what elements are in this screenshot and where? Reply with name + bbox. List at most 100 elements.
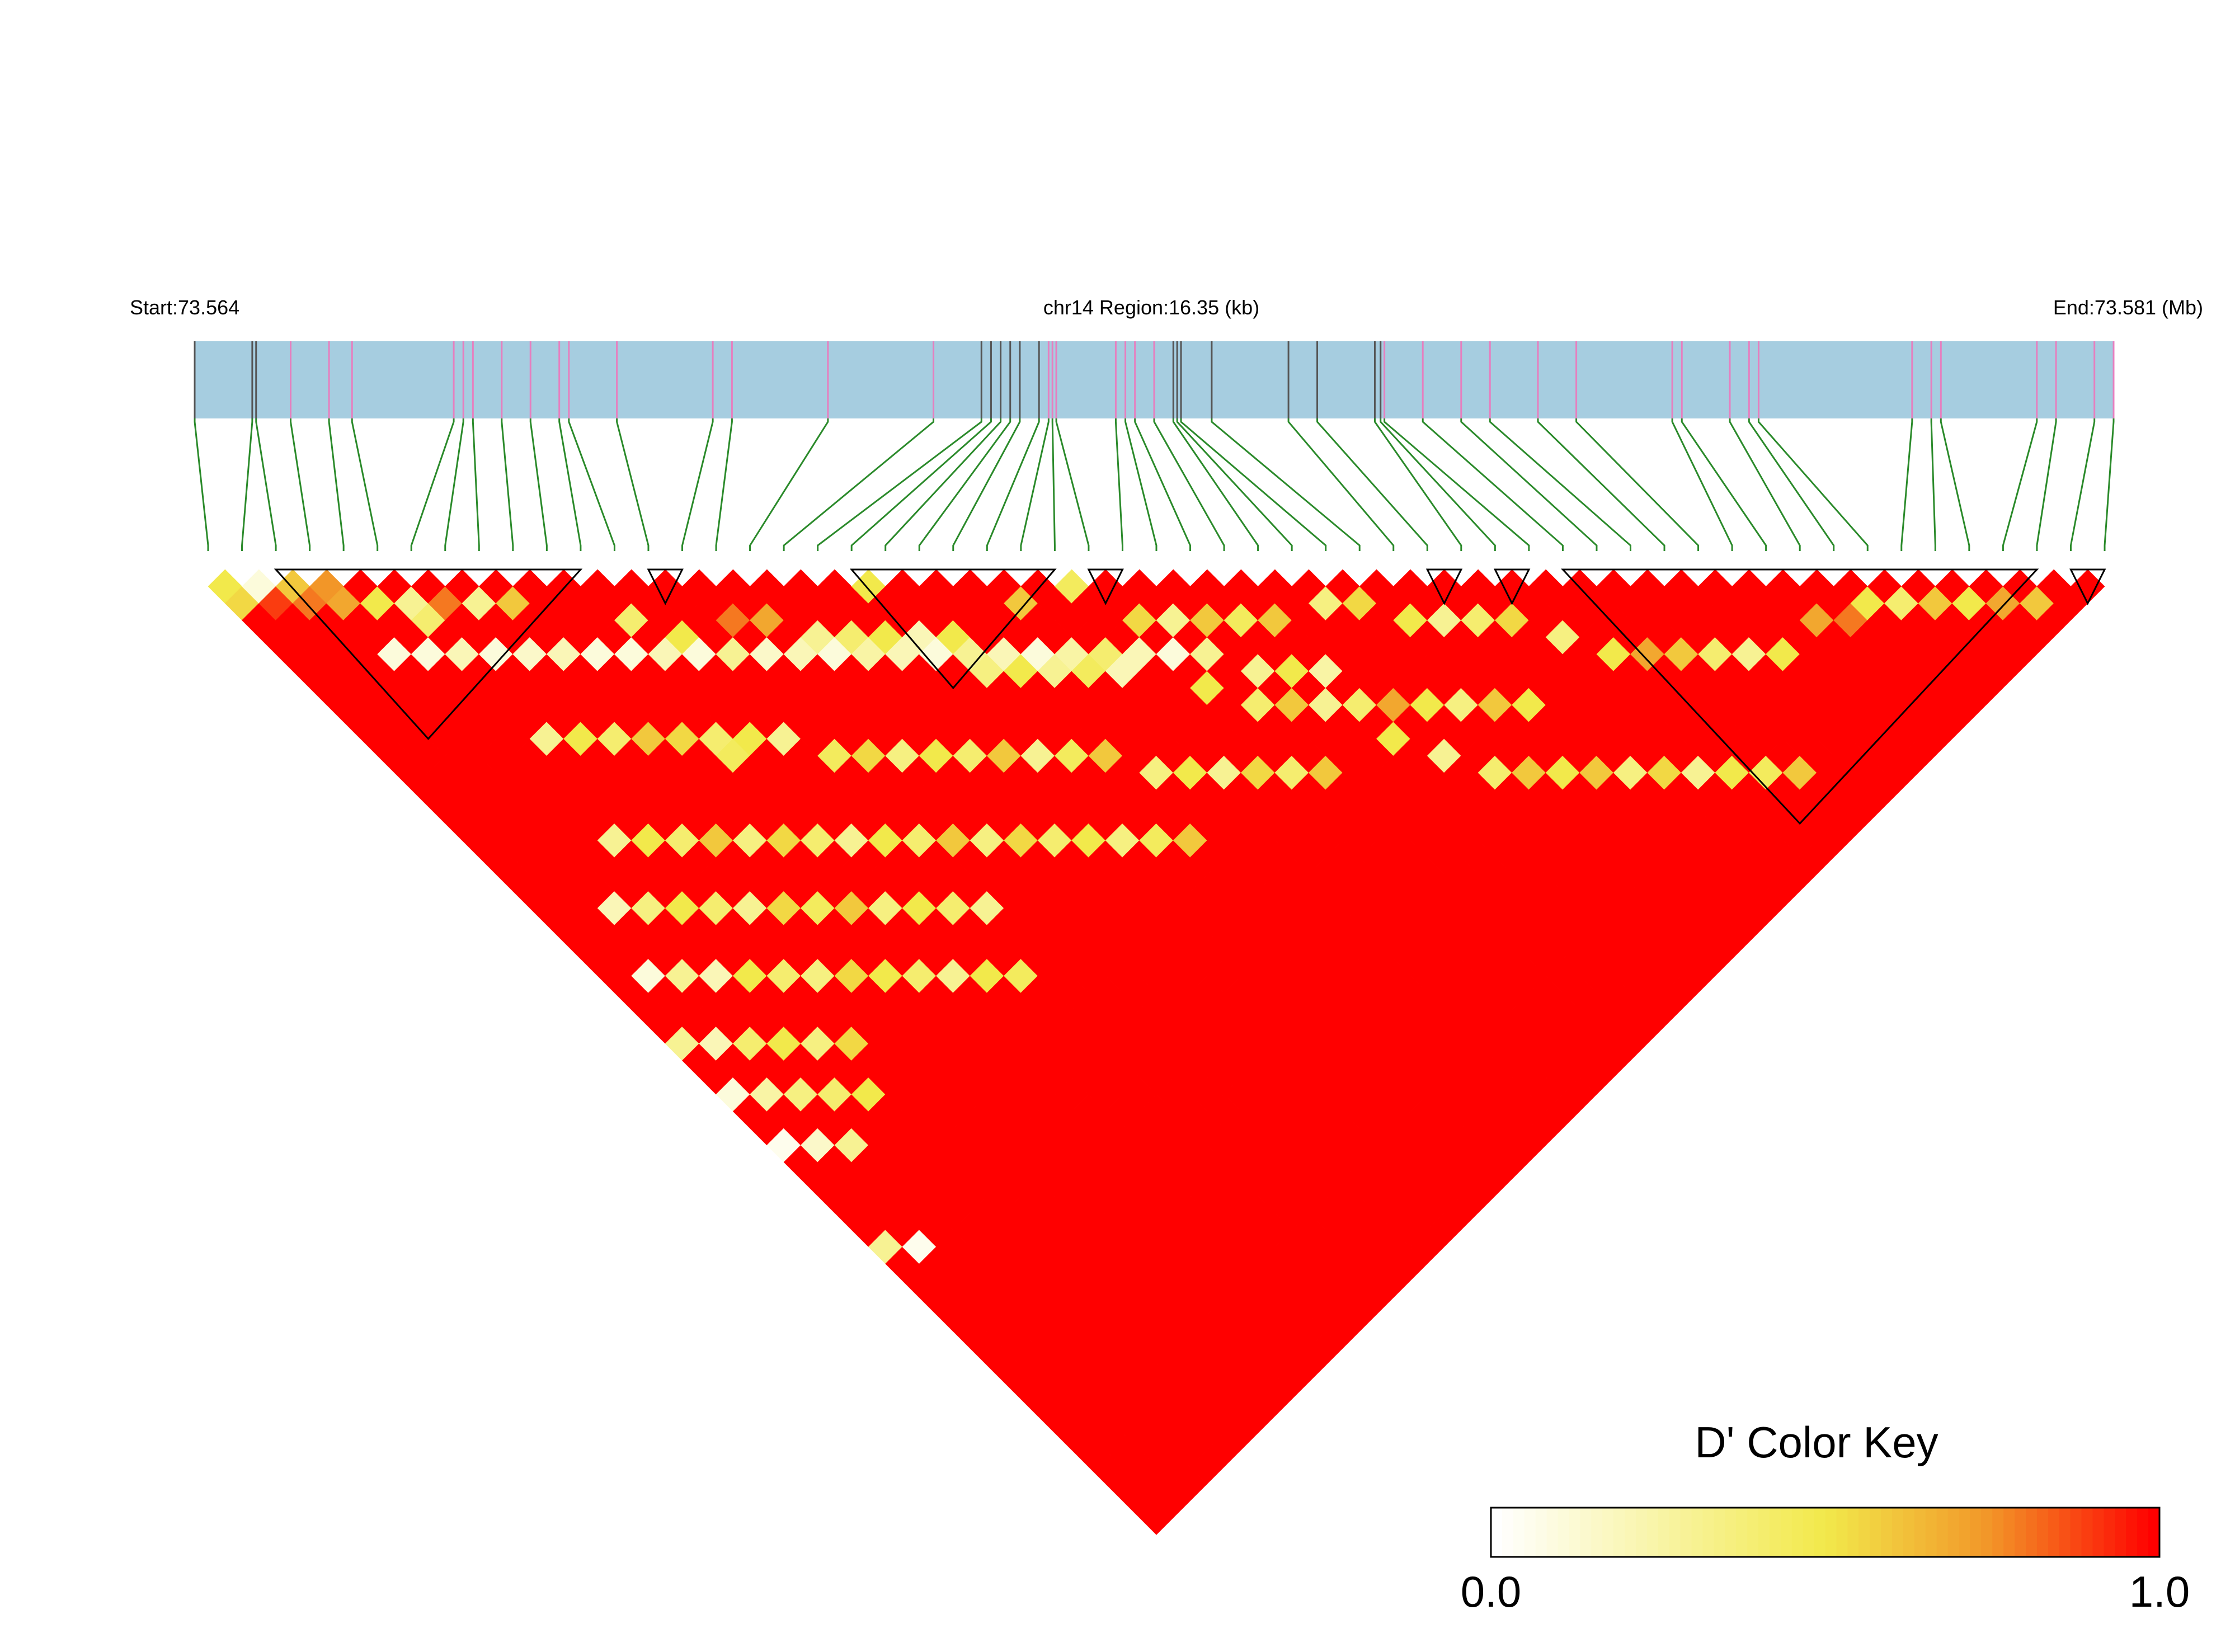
snp-connector-line bbox=[1729, 418, 1801, 551]
snp-connector-line bbox=[1748, 418, 1835, 551]
legend-ramp-segment bbox=[1981, 1508, 1993, 1557]
snp-connector-line bbox=[1681, 418, 1767, 551]
snp-connector-line bbox=[1153, 418, 1225, 551]
snp-connector-line bbox=[918, 418, 1011, 551]
legend-ramp-segment bbox=[1914, 1508, 1926, 1557]
legend-ramp-segment bbox=[2003, 1508, 2016, 1557]
snp-connector-line bbox=[351, 418, 379, 551]
snp-connector-line bbox=[1211, 418, 1361, 551]
legend-ramp-segment bbox=[1947, 1508, 1960, 1557]
legend-ramp-segment bbox=[2036, 1508, 2049, 1557]
legend-ramp-segment bbox=[2092, 1508, 2105, 1557]
snp-connector-line bbox=[1114, 418, 1123, 551]
legend-ramp-segment bbox=[1513, 1508, 1525, 1557]
snp-connector-line bbox=[1020, 418, 1050, 551]
legend-ramp-segment bbox=[1758, 1508, 1770, 1557]
legend-ramp-segment bbox=[1992, 1508, 2005, 1557]
snp-connector-line bbox=[817, 418, 982, 551]
legend-ramp-segment bbox=[1769, 1508, 1781, 1557]
snp-connector-line bbox=[1671, 418, 1733, 551]
legend-ramp-segment bbox=[1870, 1508, 1882, 1557]
snp-connector-line bbox=[1124, 418, 1158, 551]
haplotype-block-outline bbox=[1560, 568, 2039, 825]
legend-ramp-segment bbox=[1736, 1508, 1748, 1557]
snp-connector-line bbox=[1055, 418, 1090, 551]
snp-connector-line bbox=[568, 418, 615, 551]
legend-ramp-segment bbox=[1602, 1508, 1615, 1557]
legend-ramp-segment bbox=[1959, 1508, 1971, 1557]
legend-ramp-segment bbox=[2026, 1508, 2038, 1557]
snp-connector-line bbox=[783, 418, 935, 551]
legend-ramp-segment bbox=[1524, 1508, 1536, 1557]
legend-ramp-segment bbox=[2059, 1508, 2071, 1557]
haplotype-block-outline bbox=[1087, 568, 1124, 605]
legend-ramp-segment bbox=[1970, 1508, 1982, 1557]
color-key-legend: D' Color Key 0.0 1.0 bbox=[1461, 1418, 2190, 1616]
legend-ramp-segment bbox=[1535, 1508, 1547, 1557]
haplotype-blocks bbox=[274, 568, 2106, 825]
snp-connector-line bbox=[472, 418, 480, 551]
snp-connector-line bbox=[1940, 418, 1970, 551]
snp-connector-line bbox=[681, 418, 714, 551]
snp-connector-line bbox=[2069, 418, 2096, 551]
snp-connector-line bbox=[1489, 418, 1631, 551]
snp-connector-line bbox=[986, 418, 1040, 551]
haplotype-block-outline bbox=[1493, 568, 1531, 605]
haplotype-block-outline bbox=[274, 568, 583, 740]
legend-ramp-segment bbox=[1669, 1508, 1681, 1557]
snp-connector-line bbox=[1757, 418, 1869, 551]
haplotype-block-outline bbox=[2069, 568, 2106, 605]
snp-connector-line bbox=[884, 418, 1002, 551]
snp-connector-line bbox=[255, 418, 277, 551]
snp-connector-line bbox=[2104, 418, 2115, 551]
snp-connector-line bbox=[1900, 418, 1913, 551]
snp-connector-line bbox=[1384, 418, 1530, 551]
legend-ramp-segment bbox=[1725, 1508, 1737, 1557]
legend-color-ramp bbox=[1491, 1508, 2160, 1557]
snp-connector-line bbox=[1134, 418, 1192, 551]
snp-connector-lines bbox=[194, 418, 2115, 551]
legend-ramp-segment bbox=[1569, 1508, 1581, 1557]
haplotype-block-outline bbox=[849, 568, 1057, 690]
legend-ramp-segment bbox=[2148, 1508, 2160, 1557]
legend-ramp-segment bbox=[2137, 1508, 2149, 1557]
snp-connector-line bbox=[1287, 418, 1395, 551]
legend-ramp-segment bbox=[1747, 1508, 1759, 1557]
snp-connector-line bbox=[1373, 418, 1462, 551]
snp-connector-line bbox=[715, 418, 733, 551]
snp-connector-line bbox=[1051, 418, 1056, 551]
snp-connector-line bbox=[1575, 418, 1700, 551]
snp-connector-line bbox=[410, 418, 455, 551]
legend-ramp-segment bbox=[1925, 1508, 1937, 1557]
legend-ramp-segment bbox=[1858, 1508, 1871, 1557]
legend-ramp-segment bbox=[1814, 1508, 1826, 1557]
legend-ramp-segment bbox=[1546, 1508, 1559, 1557]
legend-ramp-segment bbox=[2081, 1508, 2093, 1557]
legend-ramp-segment bbox=[2015, 1508, 2026, 1557]
snp-connector-line bbox=[1180, 418, 1327, 551]
legend-ramp-segment bbox=[1936, 1508, 1949, 1557]
snp-connector-line bbox=[1460, 418, 1598, 551]
legend-ramp-segment bbox=[1881, 1508, 1893, 1557]
snp-connector-line bbox=[1176, 418, 1293, 551]
legend-ramp-segment bbox=[1646, 1508, 1659, 1557]
legend-ramp-segment bbox=[1702, 1508, 1715, 1557]
region-end-label: End:73.581 (Mb) bbox=[2053, 296, 2203, 319]
snp-connector-line bbox=[850, 418, 992, 551]
legend-ramp-segment bbox=[1825, 1508, 1837, 1557]
legend-ramp-segment bbox=[2070, 1508, 2082, 1557]
legend-ramp-segment bbox=[1635, 1508, 1648, 1557]
region-start-label: Start:73.564 bbox=[130, 296, 239, 319]
legend-ramp-segment bbox=[1491, 1508, 1503, 1557]
snp-connector-line bbox=[290, 418, 311, 551]
snp-connector-line bbox=[1930, 418, 1936, 551]
haplotype-block-outline bbox=[1425, 568, 1463, 605]
legend-ramp-segment bbox=[1591, 1508, 1603, 1557]
legend-min-label: 0.0 bbox=[1461, 1567, 1521, 1616]
legend-ramp-segment bbox=[2126, 1508, 2138, 1557]
snp-connector-line bbox=[1316, 418, 1428, 551]
snp-connector-line bbox=[2002, 418, 2038, 551]
legend-ramp-segment bbox=[1892, 1508, 1904, 1557]
snp-connector-line bbox=[1172, 418, 1259, 551]
